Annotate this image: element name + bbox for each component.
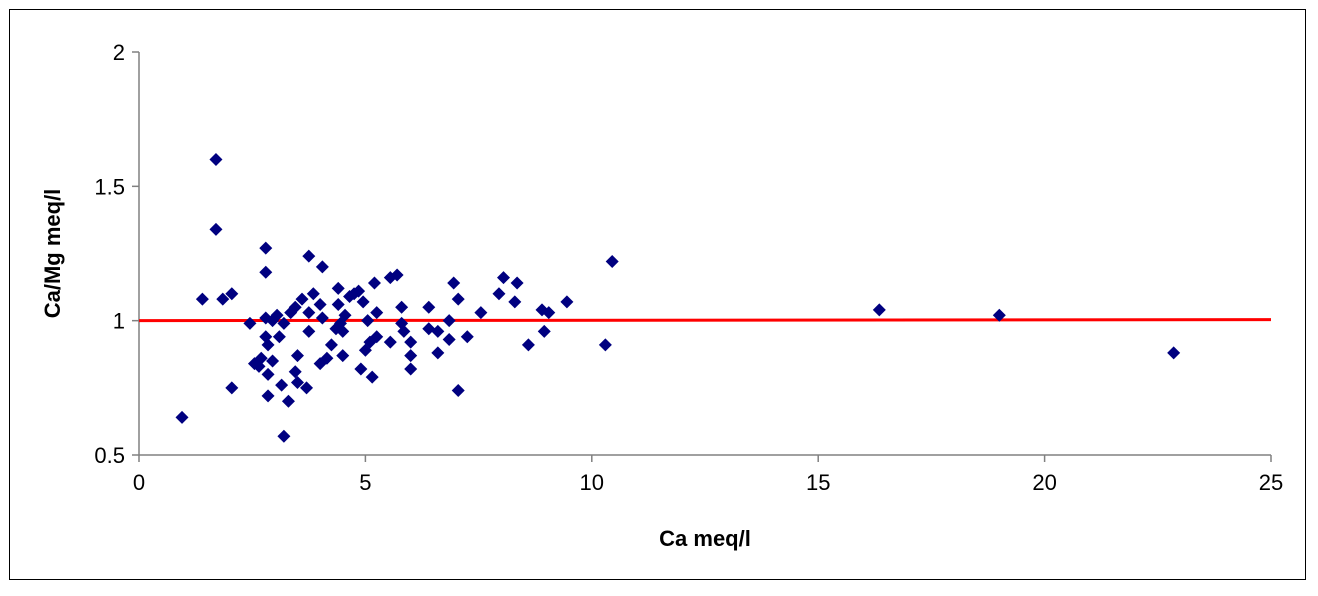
data-point <box>209 222 223 236</box>
data-point <box>216 292 230 306</box>
y-axis-title: Ca/Mg meq/l <box>40 189 65 319</box>
data-point <box>225 287 239 301</box>
y-tick-label: 1.5 <box>94 174 125 199</box>
x-tick-label: 5 <box>359 470 371 495</box>
data-point <box>302 306 316 320</box>
data-point <box>872 303 886 317</box>
data-point <box>313 298 327 312</box>
data-point <box>290 375 304 389</box>
data-point <box>365 370 379 384</box>
data-point <box>510 276 524 290</box>
data-point <box>367 276 381 290</box>
data-point <box>288 300 302 314</box>
data-point <box>352 284 366 298</box>
data-point <box>361 314 375 328</box>
data-point <box>397 324 411 338</box>
data-point <box>404 349 418 363</box>
x-tick-label: 20 <box>1032 470 1056 495</box>
data-point <box>266 354 280 368</box>
y-tick-label: 2 <box>113 40 125 65</box>
data-point <box>259 265 273 279</box>
tick-labels: 0.511.520 5 10 15 20 25 <box>94 40 1283 495</box>
data-point <box>992 308 1006 322</box>
data-point <box>281 394 295 408</box>
data-point <box>270 308 284 322</box>
data-point <box>195 292 209 306</box>
reference-line <box>138 318 1272 323</box>
y-tick-label: 0.5 <box>94 443 125 468</box>
data-point <box>460 330 474 344</box>
data-point <box>451 292 465 306</box>
data-point <box>295 292 309 306</box>
x-tick-label: 15 <box>806 470 830 495</box>
data-point <box>261 338 275 352</box>
data-point <box>275 378 289 392</box>
data-point <box>537 324 551 338</box>
data-point <box>492 287 506 301</box>
data-point <box>277 316 291 330</box>
data-point <box>306 287 320 301</box>
data-point <box>598 338 612 352</box>
data-point <box>370 330 384 344</box>
x-tick-label: 10 <box>580 470 604 495</box>
data-point <box>442 332 456 346</box>
data-point <box>320 351 334 365</box>
data-point <box>302 324 316 338</box>
data-point <box>404 335 418 349</box>
data-point <box>209 152 223 166</box>
data-point <box>277 429 291 443</box>
data-point <box>605 255 619 269</box>
data-point <box>324 338 338 352</box>
data-point <box>338 308 352 322</box>
y-tick-label: 1 <box>113 309 125 334</box>
data-point <box>390 268 404 282</box>
data-point <box>243 316 257 330</box>
axes <box>132 51 1272 462</box>
reference-line-layer <box>138 318 1272 323</box>
data-point <box>331 281 345 295</box>
data-point <box>288 365 302 379</box>
data-point <box>331 298 345 312</box>
data-point <box>261 367 275 381</box>
data-point <box>354 362 368 376</box>
chart-frame <box>9 9 1306 580</box>
x-tick-label: 25 <box>1259 470 1283 495</box>
data-point <box>542 306 556 320</box>
x-axis-title: Ca meq/l <box>659 526 751 551</box>
data-point <box>431 324 445 338</box>
data-point <box>370 306 384 320</box>
data-point <box>336 324 350 338</box>
data-point <box>521 338 535 352</box>
data-point <box>302 249 316 263</box>
data-point <box>336 349 350 363</box>
data-point <box>261 389 275 403</box>
data-point <box>383 335 397 349</box>
data-point <box>560 295 574 309</box>
data-point <box>259 241 273 255</box>
data-point <box>254 351 268 365</box>
data-point <box>356 295 370 309</box>
data-point <box>497 271 511 285</box>
data-point <box>404 362 418 376</box>
data-point <box>474 306 488 320</box>
data-point <box>175 410 189 424</box>
data-point <box>508 295 522 309</box>
data-point <box>315 260 329 274</box>
data-point <box>290 349 304 363</box>
data-point <box>1167 346 1181 360</box>
x-tick-label: 0 <box>133 470 145 495</box>
data-point <box>225 381 239 395</box>
data-point <box>395 300 409 314</box>
data-points <box>175 152 1181 443</box>
data-point <box>451 384 465 398</box>
data-point <box>442 314 456 328</box>
data-point <box>422 300 436 314</box>
data-point <box>315 311 329 325</box>
data-point <box>272 330 286 344</box>
data-point <box>300 381 314 395</box>
data-point <box>447 276 461 290</box>
data-point <box>431 346 445 360</box>
